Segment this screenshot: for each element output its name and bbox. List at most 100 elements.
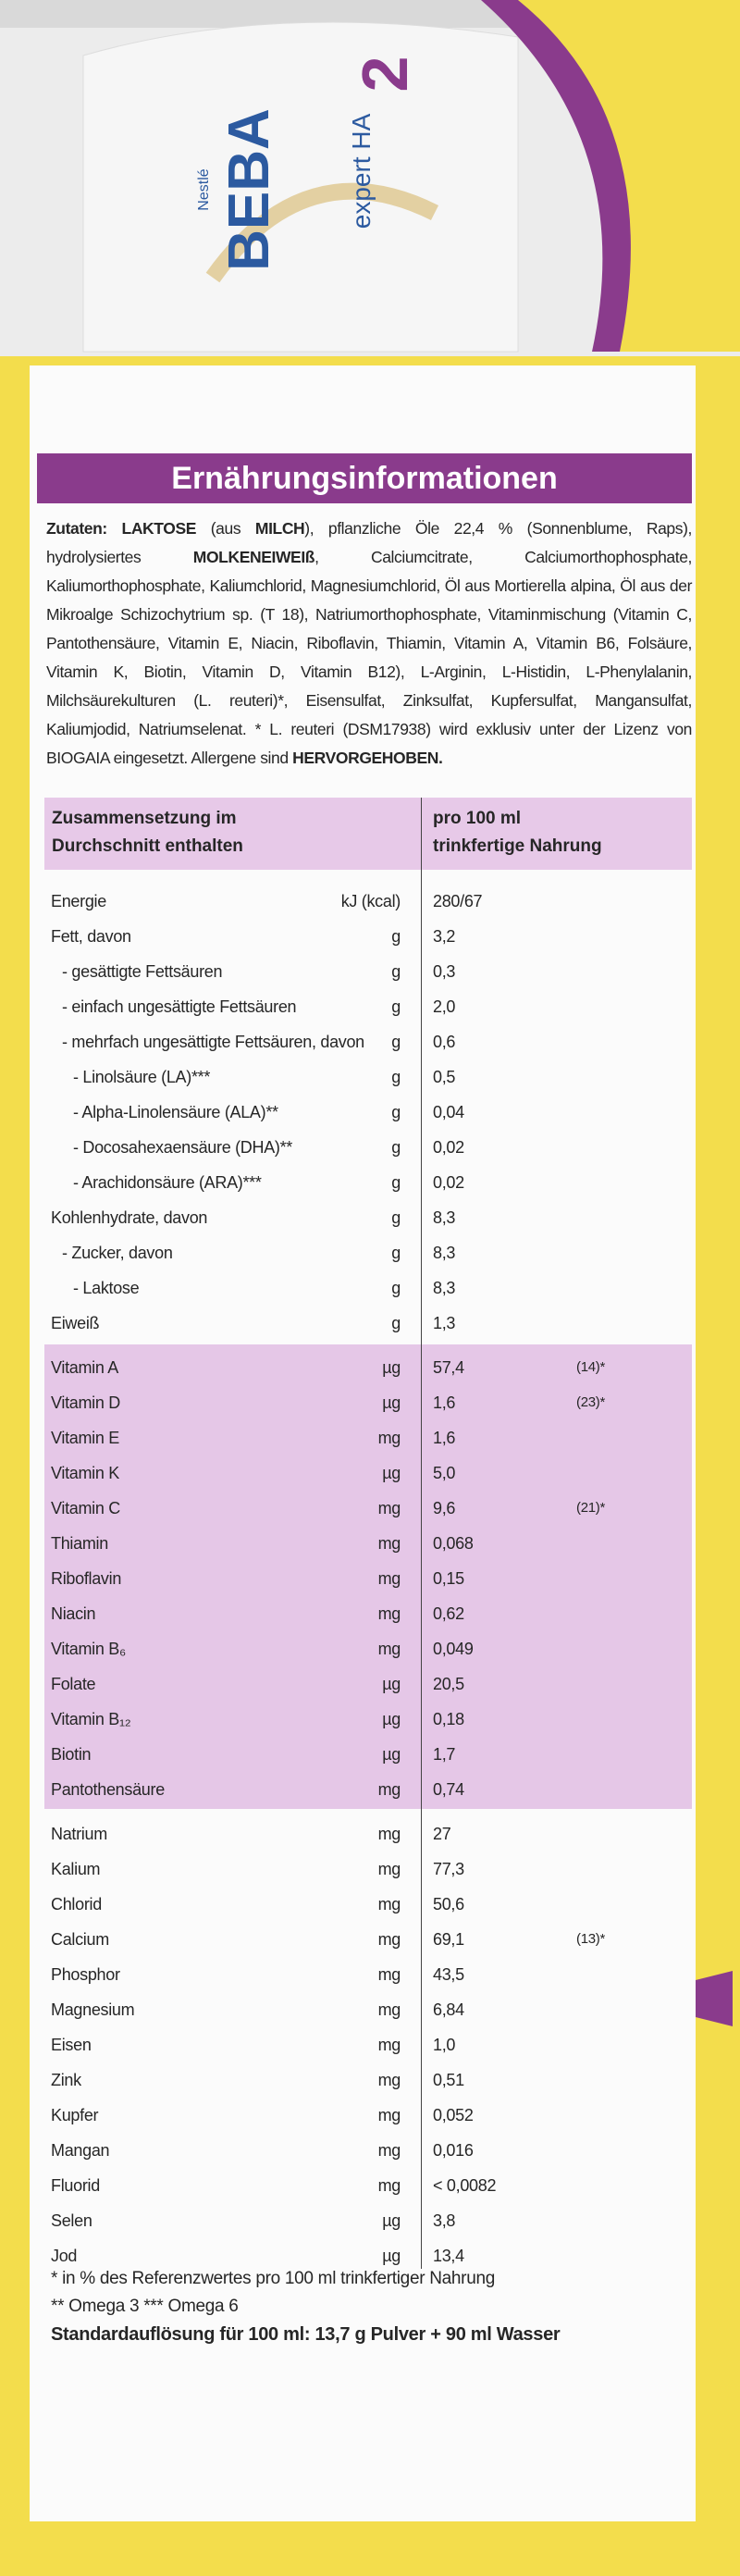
table-row: Vitamin K µg 5,0 — [44, 1455, 692, 1491]
table-row: Fluorid mg < 0,0082 — [44, 2168, 692, 2203]
nutrient-name: - Linolsäure (LA)*** — [73, 1068, 211, 1086]
nutrient-name: Selen — [51, 2211, 92, 2230]
ingredients: Zutaten: LAKTOSE (aus MILCH), pflanzlich… — [46, 514, 692, 773]
amount: 1,7 — [433, 1745, 456, 1764]
nutrient-name: Eisen — [51, 2036, 92, 2054]
nutrient-name: Magnesium — [51, 2000, 135, 2019]
unit: mg — [377, 1534, 401, 1553]
table-row: Eisen mg 1,0 — [44, 2027, 692, 2062]
stage: 2 — [349, 56, 421, 93]
header-line: pro 100 ml — [433, 809, 522, 828]
unit: µg — [382, 2211, 401, 2230]
amount: 0,51 — [433, 2071, 464, 2089]
table-row: Niacin mg 0,62 — [44, 1596, 692, 1631]
nutrient-name: Vitamin A — [51, 1358, 119, 1377]
amount: 0,6 — [433, 1033, 456, 1051]
amount: 0,74 — [433, 1780, 464, 1799]
nutrient-name: Folate — [51, 1675, 96, 1693]
table-header: Zusammensetzung im Durchschnitt enthalten… — [44, 798, 692, 870]
table-row: Mangan mg 0,016 — [44, 2133, 692, 2168]
table-row: - Laktose g 8,3 — [44, 1270, 692, 1306]
package-top: BEBA expert HA 2 Nestlé — [0, 0, 740, 370]
ingredient-text: Zutaten: — [46, 519, 122, 538]
unit: mg — [377, 1895, 401, 1913]
table-row: Folate µg 20,5 — [44, 1666, 692, 1702]
amount: 280/67 — [433, 892, 483, 910]
amount: 8,3 — [433, 1279, 456, 1297]
unit: mg — [377, 1825, 401, 1843]
amount: 13,4 — [433, 2247, 464, 2265]
amount: 69,1 — [433, 1930, 464, 1949]
ingredient-text: LAKTOSE — [121, 519, 197, 538]
amount: 1,6 — [433, 1393, 456, 1412]
amount: 50,6 — [433, 1895, 464, 1913]
nutrient-name: Riboflavin — [51, 1569, 122, 1588]
unit: g — [391, 1173, 401, 1192]
amount: < 0,0082 — [433, 2176, 497, 2195]
unit: µg — [382, 2247, 401, 2265]
amount: 0,62 — [433, 1604, 464, 1623]
nutrient-name: Natrium — [51, 1825, 107, 1843]
nutrient-name: Niacin — [51, 1604, 96, 1623]
nutrient-name: Kalium — [51, 1860, 101, 1878]
amount: 3,2 — [433, 927, 456, 946]
nutrient-name: - einfach ungesättigte Fettsäuren — [62, 997, 297, 1016]
amount: 1,3 — [433, 1314, 456, 1332]
table-row: Kohlenhydrate, davon g 8,3 — [44, 1200, 692, 1235]
nutrient-name: Pantothensäure — [51, 1780, 165, 1799]
maker: Nestlé — [196, 168, 212, 210]
unit: µg — [382, 1464, 401, 1482]
nutrient-name: - Alpha-Linolensäure (ALA)** — [73, 1103, 278, 1121]
nutrient-name: Chlorid — [51, 1895, 102, 1913]
unit: mg — [377, 1429, 401, 1447]
nutrient-name: - Docosahexaensäure (DHA)** — [73, 1138, 293, 1157]
table-row: - Docosahexaensäure (DHA)** g 0,02 — [44, 1130, 692, 1165]
unit: mg — [377, 1604, 401, 1623]
table-row: Vitamin B₁₂ µg 0,18 — [44, 1702, 692, 1737]
unit: mg — [377, 1640, 401, 1658]
amount: 0,5 — [433, 1068, 456, 1086]
unit: µg — [382, 1675, 401, 1693]
nutrient-name: - Laktose — [73, 1279, 140, 1297]
table-row: - Arachidonsäure (ARA)*** g 0,02 — [44, 1165, 692, 1200]
amount: 8,3 — [433, 1244, 456, 1262]
amount: 0,016 — [433, 2141, 474, 2160]
ingredient-text: HERVORGEHOBEN. — [292, 749, 443, 767]
table-row: Vitamin E mg 1,6 — [44, 1420, 692, 1455]
header-line: Zusammensetzung im — [52, 809, 237, 828]
ingredient-text: , Calciumcitrate, Calciumorthophosphate,… — [46, 548, 692, 767]
table-row: Kupfer mg 0,052 — [44, 2098, 692, 2133]
table-row: Zink mg 0,51 — [44, 2062, 692, 2098]
amount: 0,04 — [433, 1103, 464, 1121]
reference-percent: (13)* — [576, 1931, 606, 1947]
table-row: Phosphor mg 43,5 — [44, 1957, 692, 1992]
amount: 8,3 — [433, 1208, 456, 1227]
table-row: Biotin µg 1,7 — [44, 1737, 692, 1772]
amount: 0,15 — [433, 1569, 464, 1588]
nutrient-name: Vitamin K — [51, 1464, 120, 1482]
table-row: - mehrfach ungesättigte Fettsäuren, davo… — [44, 1024, 692, 1059]
table-row: Fett, davon g 3,2 — [44, 919, 692, 954]
reference-percent: (21)* — [576, 1500, 606, 1516]
table-row: - gesättigte Fettsäuren g 0,3 — [44, 954, 692, 989]
unit: g — [391, 962, 401, 981]
unit: mg — [377, 1780, 401, 1799]
nutrient-name: Fett, davon — [51, 927, 131, 946]
column-divider — [421, 798, 422, 2269]
reference-percent: (14)* — [576, 1359, 606, 1375]
amount: 0,049 — [433, 1640, 474, 1658]
amount: 0,3 — [433, 962, 456, 981]
unit: g — [391, 1138, 401, 1157]
table-row: - Linolsäure (LA)*** g 0,5 — [44, 1059, 692, 1095]
table-row: Thiamin mg 0,068 — [44, 1526, 692, 1561]
unit: mg — [377, 2176, 401, 2195]
nutrient-name: Mangan — [51, 2141, 110, 2160]
nutrient-name: Jod — [51, 2247, 78, 2265]
table-row: - einfach ungesättigte Fettsäuren g 2,0 — [44, 989, 692, 1024]
table-row: Vitamin D µg 1,6 (23)* — [44, 1385, 692, 1420]
table-row: Vitamin C mg 9,6 (21)* — [44, 1491, 692, 1526]
table-row: Kalium mg 77,3 — [44, 1852, 692, 1887]
amount: 5,0 — [433, 1464, 456, 1482]
